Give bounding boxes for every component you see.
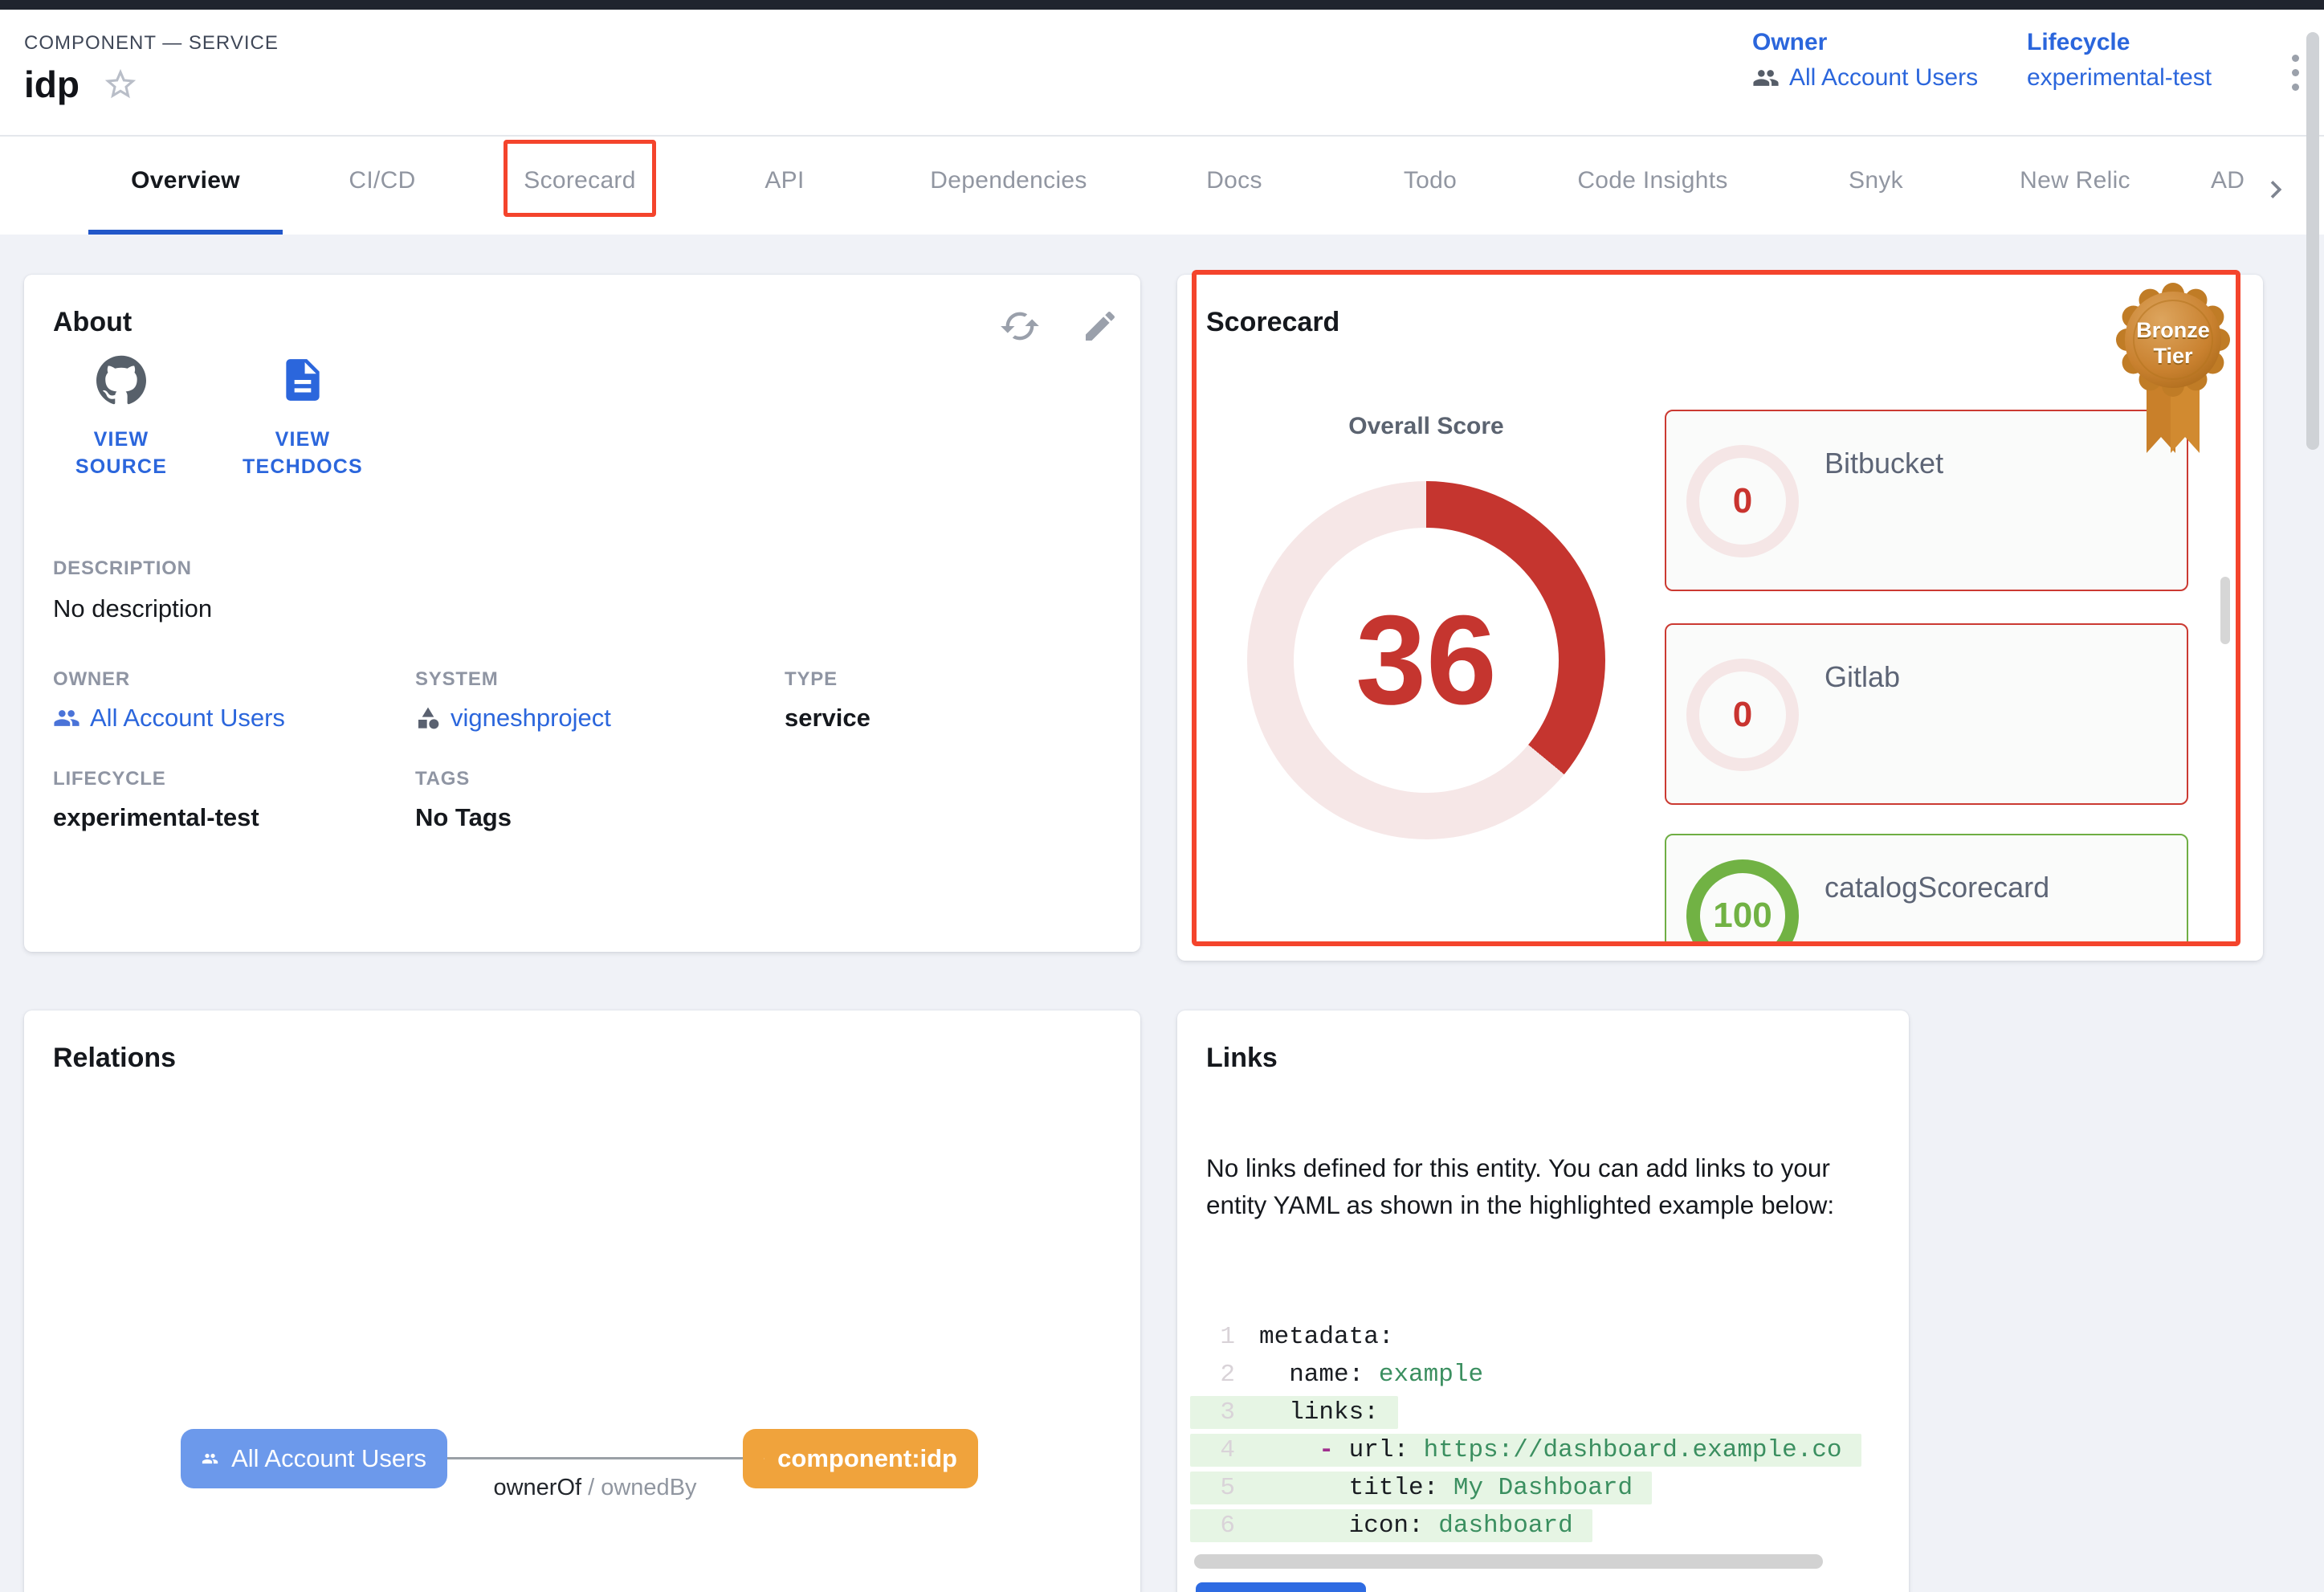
tab-overview[interactable]: Overview (131, 167, 240, 194)
owner-link[interactable]: All Account Users (53, 704, 285, 733)
relation-node-owner[interactable]: All Account Users (181, 1429, 447, 1488)
links-empty-text: No links defined for this entity. You ca… (1206, 1150, 1887, 1223)
system-label: SYSTEM (415, 668, 498, 691)
group-icon (1752, 64, 1780, 92)
overall-score-gauge: 36 (1247, 481, 1605, 839)
relations-card: Relations All Account Users component:id… (24, 1010, 1140, 1592)
scorecard-title: Scorecard (1206, 307, 1339, 338)
tab-docs[interactable]: Docs (1206, 167, 1262, 194)
favorite-star-icon[interactable] (102, 66, 139, 103)
window-top-bar (0, 0, 2324, 10)
svg-text:Bronze: Bronze (2136, 318, 2210, 342)
system-link[interactable]: vigneshproject (415, 704, 611, 733)
github-icon (96, 355, 146, 405)
entity-header: COMPONENT — SERVICE idp Owner All Accoun… (0, 10, 2324, 137)
svg-text:Tier: Tier (2153, 344, 2193, 368)
scorecard-item-catalogscorecard[interactable]: 100 catalogScorecard (1665, 834, 2188, 946)
links-card: Links No links defined for this entity. … (1177, 1010, 1909, 1592)
lifecycle-label: LIFECYCLE (53, 768, 166, 790)
tab-scorecard[interactable]: Scorecard (524, 167, 635, 194)
page-scrollbar[interactable] (2306, 32, 2319, 450)
tags-label: TAGS (415, 768, 470, 790)
header-lifecycle-label: Lifecycle (2027, 29, 2212, 56)
relation-node-component[interactable]: component:idp (743, 1429, 978, 1488)
overall-score-label: Overall Score (1274, 413, 1579, 440)
edit-icon[interactable] (1079, 305, 1121, 347)
tab-api[interactable]: API (764, 167, 804, 194)
group-icon (53, 704, 80, 732)
header-owner-link[interactable]: All Account Users (1752, 64, 1978, 92)
active-tab-indicator (88, 230, 283, 235)
scorecard-list: 0 Bitbucket 0 Gitlab 100 catalogScorecar… (1665, 403, 2198, 946)
scorecard-list-scrollbar[interactable] (2220, 577, 2230, 644)
group-icon (202, 1443, 218, 1474)
relations-title: Relations (53, 1043, 176, 1074)
description-label: DESCRIPTION (53, 557, 192, 580)
bronze-tier-badge: Bronze Tier Bronze Tier (2105, 271, 2241, 468)
type-label: TYPE (785, 668, 838, 691)
tab-code-insights[interactable]: Code Insights (1577, 167, 1727, 194)
score-ring: 0 (1686, 659, 1799, 771)
links-title: Links (1206, 1043, 1278, 1074)
page-title: idp (24, 63, 80, 106)
tags-value: No Tags (415, 803, 512, 832)
refresh-icon[interactable] (999, 305, 1041, 347)
tab-new-relic[interactable]: New Relic (2020, 167, 2130, 194)
yaml-example-code: 1metadata: 2 name: example 3 links: 4 - … (1190, 1321, 1880, 1547)
relation-edge (447, 1457, 743, 1459)
relation-edge-label: ownerOf / ownedBy (442, 1475, 748, 1501)
scorecard-item-gitlab[interactable]: 0 Gitlab (1665, 623, 2188, 805)
links-action-button[interactable] (1196, 1582, 1366, 1592)
techdocs-document-icon (278, 355, 328, 405)
system-category-icon (415, 705, 441, 731)
breadcrumb: COMPONENT — SERVICE (24, 32, 279, 55)
about-card: About VIEWSOURCE VIEWTECHDOCS DESCRIPTIO… (24, 275, 1140, 952)
score-ring: 100 (1686, 859, 1799, 946)
scorecard-card: Scorecard Overall Score 36 0 Bitbucket 0… (1177, 275, 2263, 961)
tab-cicd[interactable]: CI/CD (349, 167, 415, 194)
tab-overflow-clipped[interactable]: AD (2211, 167, 2251, 194)
tab-todo[interactable]: Todo (1404, 167, 1457, 194)
type-value: service (785, 704, 870, 733)
entity-tabbar: Overview CI/CD Scorecard API Dependencie… (0, 137, 2324, 235)
tab-snyk[interactable]: Snyk (1849, 167, 1903, 194)
about-title: About (53, 307, 132, 338)
code-horizontal-scrollbar[interactable] (1194, 1554, 1823, 1569)
owner-label: OWNER (53, 668, 130, 691)
tab-dependencies[interactable]: Dependencies (930, 167, 1087, 194)
description-value: No description (53, 594, 212, 623)
overall-score-value: 36 (1247, 481, 1605, 839)
lifecycle-value: experimental-test (53, 803, 259, 832)
header-owner-label: Owner (1752, 29, 1978, 56)
view-techdocs-link[interactable]: VIEWTECHDOCS (234, 355, 371, 480)
chevron-right-icon[interactable] (2258, 172, 2293, 211)
view-source-link[interactable]: VIEWSOURCE (53, 355, 190, 480)
score-ring: 0 (1686, 445, 1799, 557)
header-lifecycle-value: experimental-test (2027, 64, 2212, 92)
